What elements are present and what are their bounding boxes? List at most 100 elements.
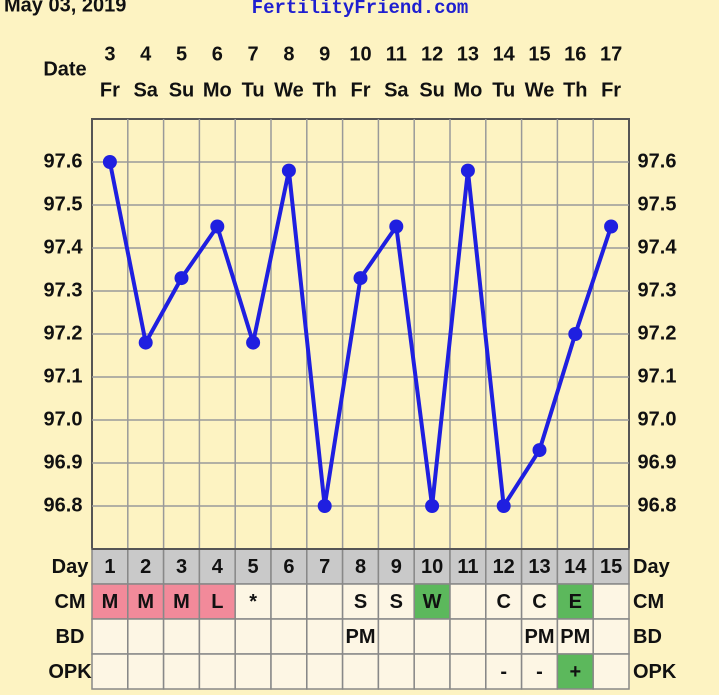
table-cell xyxy=(341,653,380,690)
cell-text: 7 xyxy=(319,556,330,578)
cell-text: 5 xyxy=(248,556,259,578)
y-tick-label: 97.1 xyxy=(44,365,83,387)
table-cell xyxy=(592,653,630,690)
weekday-label: Fr xyxy=(100,79,120,101)
cell-text: 12 xyxy=(493,556,515,578)
cell-text: W xyxy=(423,591,442,613)
weekday-label: Mo xyxy=(453,79,482,101)
x-axis-label: Date xyxy=(43,58,86,80)
temperature-point xyxy=(425,499,440,513)
table-cell xyxy=(413,653,451,690)
table-cell xyxy=(306,583,344,620)
y2-tick-label: 96.9 xyxy=(638,451,677,473)
row-label-right: CM xyxy=(633,591,664,613)
y2-tick-label: 97.3 xyxy=(638,279,677,301)
temperature-point xyxy=(532,443,547,458)
table-cell xyxy=(270,583,308,620)
table-cell xyxy=(270,653,308,690)
table-cell xyxy=(91,618,129,655)
x-tick-label: 4 xyxy=(140,43,152,65)
table-cell xyxy=(449,548,487,585)
cell-text: C xyxy=(532,591,546,613)
table-cell xyxy=(485,653,523,690)
temperature-point xyxy=(281,163,296,178)
x-tick-label: 6 xyxy=(212,43,223,65)
row-label: OPK xyxy=(48,661,92,683)
cell-text: + xyxy=(569,661,581,683)
temperature-point xyxy=(317,499,332,513)
cell-text: 3 xyxy=(176,556,187,578)
y2-tick-label: 97.0 xyxy=(638,408,677,430)
temperature-point xyxy=(246,335,261,350)
table-cell xyxy=(449,653,487,690)
y-tick-label: 97.4 xyxy=(44,236,84,258)
weekday-label: Th xyxy=(563,79,587,101)
row-label: CM xyxy=(54,591,85,613)
y-tick-label: 97.6 xyxy=(44,150,83,172)
cell-text: PM xyxy=(525,626,555,648)
table-cell xyxy=(127,653,165,690)
temperature-point xyxy=(460,163,475,178)
cell-text: E xyxy=(569,591,582,613)
y-tick-label: 97.0 xyxy=(44,408,83,430)
table-cell xyxy=(198,653,236,690)
cell-text: M xyxy=(102,591,119,613)
y2-tick-label: 97.6 xyxy=(638,150,677,172)
weekday-label: Su xyxy=(169,79,195,101)
cell-text: S xyxy=(390,591,403,613)
x-tick-label: 14 xyxy=(493,43,516,65)
table-cell xyxy=(413,583,451,620)
y-tick-label: 97.3 xyxy=(44,279,83,301)
y-tick-label: 96.9 xyxy=(44,451,83,473)
table-cell xyxy=(556,618,594,655)
temperature-point xyxy=(102,155,117,169)
table-cell xyxy=(306,653,344,690)
x-tick-label: 15 xyxy=(528,43,550,65)
temperature-point xyxy=(353,271,368,286)
cell-text: C xyxy=(496,591,510,613)
table-cell xyxy=(270,618,308,655)
y2-tick-label: 96.8 xyxy=(638,494,677,516)
cell-text: * xyxy=(249,591,257,613)
table-cell xyxy=(377,583,415,620)
cell-text: 4 xyxy=(212,556,224,578)
table-cell xyxy=(127,548,165,585)
weekday-label: Fr xyxy=(601,79,621,101)
x-tick-label: 13 xyxy=(457,43,479,65)
y-tick-label: 97.5 xyxy=(44,193,83,215)
table-cell xyxy=(162,653,201,690)
table-cell xyxy=(449,583,487,620)
weekday-label: Sa xyxy=(133,79,158,101)
cell-text: 8 xyxy=(355,556,366,578)
x-tick-label: 11 xyxy=(386,43,407,65)
cell-text: PM xyxy=(346,626,376,648)
temperature-point xyxy=(174,271,189,286)
temperature-point xyxy=(138,335,153,350)
table-cell xyxy=(234,618,272,655)
weekday-label: We xyxy=(525,79,555,101)
table-cell xyxy=(306,618,344,655)
table-cell xyxy=(485,618,523,655)
table-cell xyxy=(234,653,272,690)
cell-text: 15 xyxy=(600,556,622,578)
cell-text: 6 xyxy=(283,556,294,578)
cell-text: 10 xyxy=(421,556,443,578)
cell-text: L xyxy=(211,591,223,613)
cell-text: 11 xyxy=(457,556,478,578)
weekday-label: Mo xyxy=(203,79,232,101)
cell-text: M xyxy=(137,591,154,613)
x-tick-label: 16 xyxy=(564,43,586,65)
row-label: Day xyxy=(52,556,90,578)
cell-text: 13 xyxy=(528,556,550,578)
weekday-label: Tu xyxy=(242,79,265,101)
cell-text: - xyxy=(500,661,507,683)
weekday-label: Su xyxy=(419,79,445,101)
weekday-label: We xyxy=(274,79,304,101)
cell-text: 1 xyxy=(104,556,115,578)
table-cell xyxy=(377,653,415,690)
table-cell xyxy=(162,618,201,655)
weekday-label: Th xyxy=(312,79,336,101)
x-tick-label: 3 xyxy=(104,43,115,65)
temperature-point xyxy=(604,219,619,234)
temperature-point xyxy=(389,219,404,234)
